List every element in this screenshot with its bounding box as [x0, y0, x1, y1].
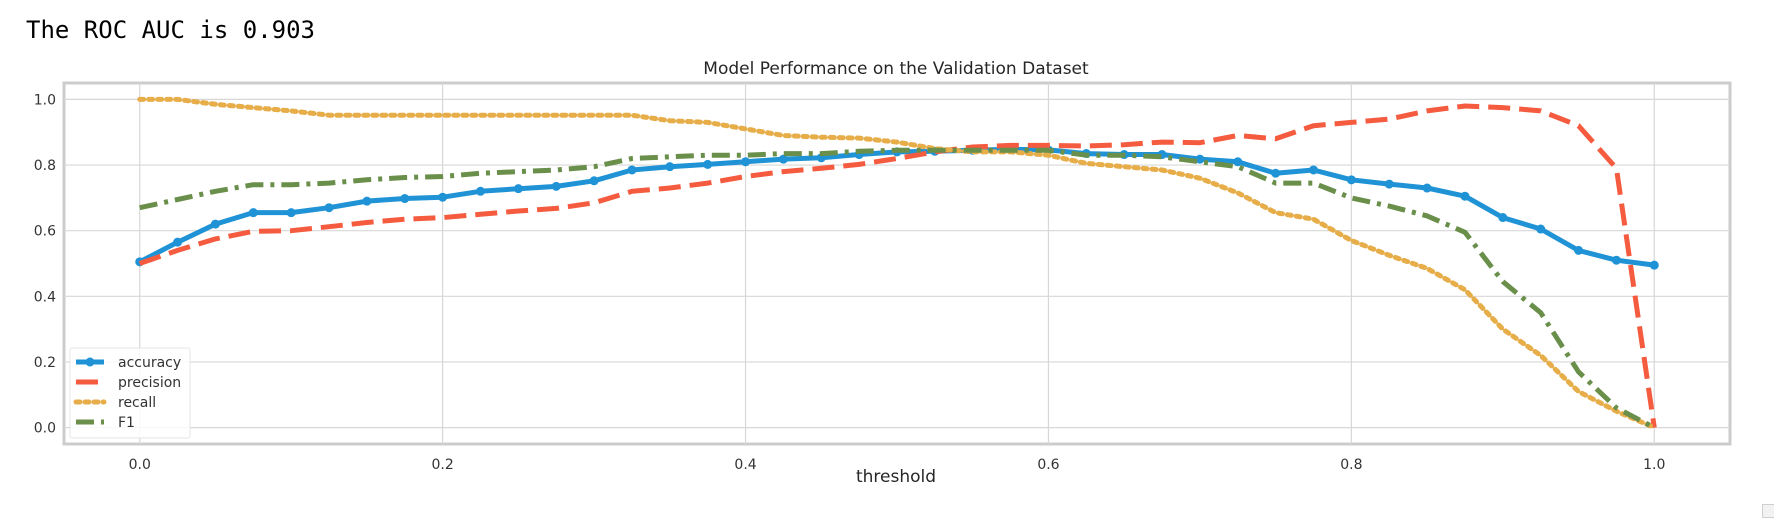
legend-label-accuracy: accuracy [118, 355, 181, 371]
data-point-accuracy [1611, 255, 1621, 265]
legend-box [69, 347, 191, 439]
axis-ticks: 0.0 0.2 0.4 0.6 0.8 1.0 0.0 0.2 0.4 0.6 0.8 1.0 [34, 92, 1666, 473]
data-point-accuracy [1649, 260, 1659, 270]
legend: accuracy precision recall F1 [69, 347, 191, 439]
data-point-accuracy [778, 154, 788, 164]
x-tick-label: 0.0 [129, 457, 151, 473]
y-tick-label: 0.4 [34, 289, 56, 305]
data-point-accuracy [286, 208, 296, 218]
data-point-accuracy [1574, 245, 1584, 255]
data-point-accuracy [589, 176, 599, 186]
data-point-accuracy [1233, 157, 1243, 167]
legend-label-f1: F1 [118, 415, 135, 431]
legend-label-precision: precision [118, 375, 181, 391]
data-point-accuracy [513, 184, 523, 194]
roc-auc-output-text: The ROC AUC is 0.903 [26, 16, 315, 44]
x-tick-label: 0.8 [1340, 457, 1362, 473]
resize-handle[interactable] [1762, 504, 1774, 518]
data-point-accuracy [1346, 175, 1356, 185]
data-point-accuracy [1536, 224, 1546, 234]
data-point-accuracy [741, 157, 751, 167]
series-line-precision [138, 103, 1657, 428]
data-point-accuracy [210, 219, 220, 229]
legend-marker-accuracy [85, 357, 95, 367]
y-tick-label: 0.8 [34, 158, 56, 174]
plot-area [62, 81, 1732, 446]
x-tick-label: 1.0 [1643, 457, 1665, 473]
data-point-accuracy [627, 165, 637, 175]
data-point-accuracy [665, 162, 675, 172]
data-point-accuracy [1384, 179, 1394, 189]
data-point-accuracy [1271, 168, 1281, 178]
chart-title: Model Performance on the Validation Data… [703, 59, 1089, 79]
grid-lines [64, 83, 1730, 444]
data-point-accuracy [324, 203, 334, 213]
data-point-accuracy [1460, 191, 1470, 201]
data-point-accuracy [1309, 165, 1318, 175]
series-lines [135, 96, 1659, 431]
data-point-accuracy [1498, 213, 1508, 223]
legend-label-recall: recall [118, 395, 156, 411]
data-point-accuracy [551, 181, 561, 191]
data-point-accuracy [1422, 183, 1432, 193]
data-point-accuracy [1195, 154, 1205, 164]
y-tick-label: 0.2 [34, 355, 56, 371]
y-tick-label: 0.0 [34, 421, 56, 437]
data-point-accuracy [362, 196, 372, 206]
data-point-accuracy [173, 237, 183, 247]
series-line-recall [137, 96, 1657, 431]
data-point-accuracy [400, 194, 410, 204]
data-point-accuracy [476, 186, 485, 196]
x-tick-label: 0.4 [734, 457, 756, 473]
data-point-accuracy [703, 159, 713, 169]
data-point-accuracy [438, 192, 448, 202]
data-point-accuracy [248, 208, 258, 218]
series-line-f1 [139, 147, 1656, 430]
x-tick-label: 0.2 [432, 457, 454, 473]
y-tick-label: 1.0 [34, 92, 56, 108]
x-axis-label: threshold [856, 467, 936, 487]
x-tick-label: 0.6 [1037, 457, 1059, 473]
y-tick-label: 0.6 [34, 224, 56, 240]
